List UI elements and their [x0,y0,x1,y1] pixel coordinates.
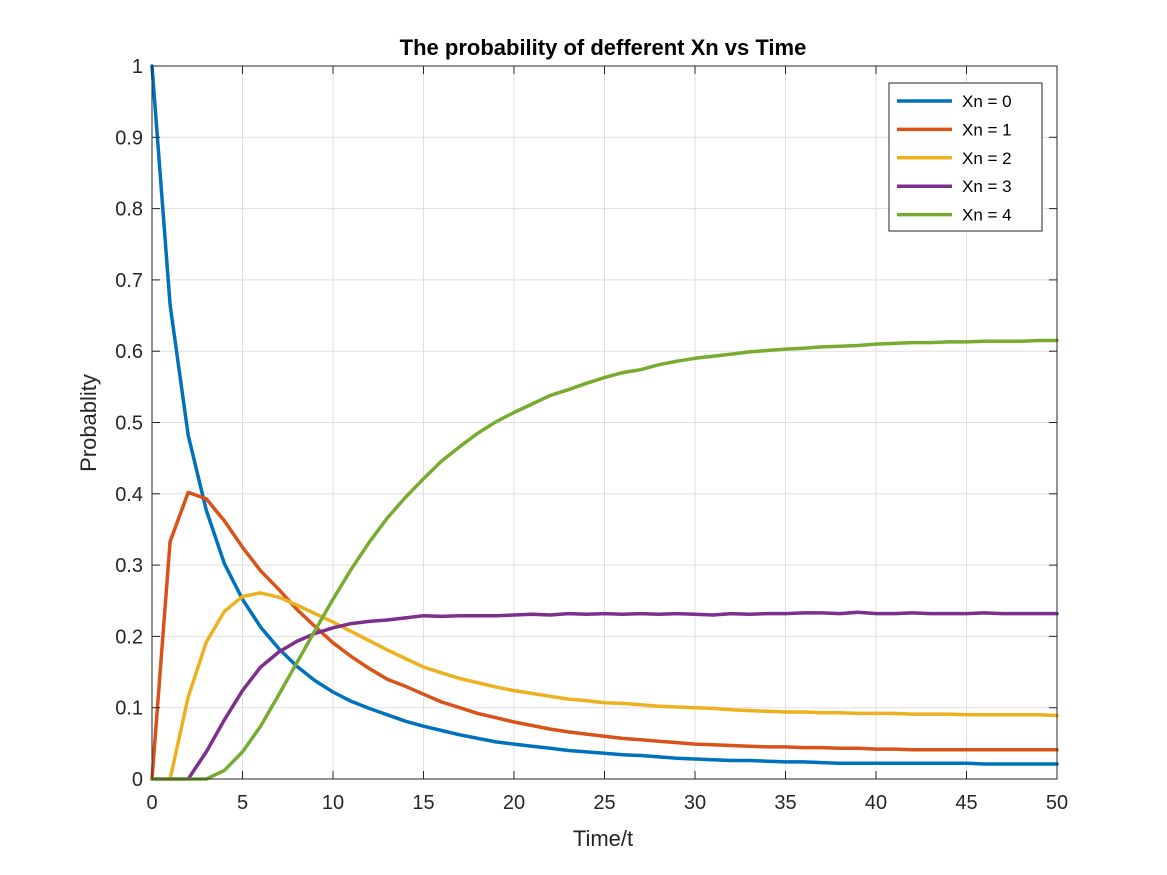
series-line-xn-1 [150,490,1059,781]
series-line-xn-3 [150,610,1059,781]
y-tick-label: 0.4 [115,484,143,506]
y-tick-label: 0 [132,769,143,791]
tick-labels: 0 5 10 15 20 25 30 35 40 45 50 0 0.1 0.2 0.3 0.4 0.5 0.6 0… [115,56,1068,814]
legend-entry-label: Xn = 4 [962,206,1012,225]
legend-entry-label: Xn = 2 [962,149,1012,168]
chart-title: The probability of defferent Xn vs Time [400,35,807,60]
series-line-xn-4 [150,338,1059,781]
x-tick-label: 15 [412,792,434,814]
y-tick-label: 0.6 [115,341,143,363]
y-tick-label: 1 [132,56,143,78]
x-tick-label: 10 [322,792,344,814]
x-tick-label: 5 [237,792,248,814]
series-line-xn-2 [150,591,1059,781]
y-axis-label: Probablity [76,374,101,472]
x-tick-label: 35 [774,792,796,814]
x-tick-label: 0 [146,792,157,814]
x-tick-label: 50 [1046,792,1068,814]
y-tick-label: 0.5 [115,413,143,435]
series-layer [150,64,1059,781]
y-tick-label: 0.1 [115,698,143,720]
y-tick-label: 0.2 [115,626,143,648]
legend: Xn = 0 Xn = 1 Xn = 2 Xn = 3 Xn = 4 [888,82,1043,232]
legend-entry-label: Xn = 3 [962,177,1012,196]
x-tick-label: 40 [865,792,887,814]
y-tick-label: 0.8 [115,199,143,221]
x-tick-label: 20 [503,792,525,814]
x-tick-label: 30 [684,792,706,814]
x-tick-label: 45 [955,792,977,814]
y-tick-label: 0.7 [115,270,143,292]
y-tick-label: 0.3 [115,555,143,577]
ticks [151,65,1058,780]
y-tick-label: 0.9 [115,127,143,149]
legend-entry-label: Xn = 1 [962,120,1012,139]
series-line-xn-0 [150,64,1059,766]
x-tick-label: 25 [593,792,615,814]
legend-entry-label: Xn = 0 [962,92,1012,111]
x-axis-label: Time/t [573,826,633,851]
